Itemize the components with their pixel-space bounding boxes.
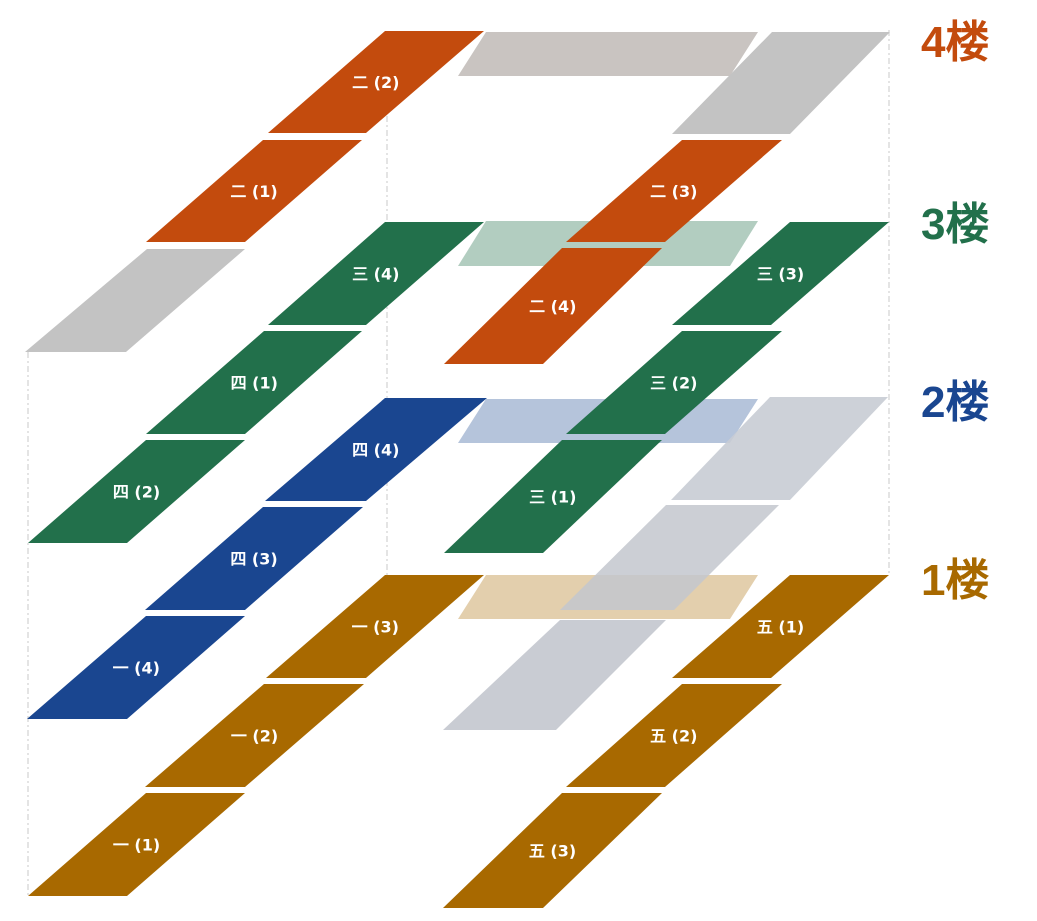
tile-er-4: 二 (4) bbox=[444, 248, 662, 364]
tile-si-4: 四 (4) bbox=[265, 398, 487, 501]
tile-yi-3-shape bbox=[266, 575, 484, 678]
tile-si-1: 四 (1) bbox=[146, 331, 362, 434]
tile-er-2-label: 二 (2) bbox=[352, 73, 399, 92]
tile-yi-1-label: 一 (1) bbox=[113, 836, 160, 855]
slab-floor3-back bbox=[458, 221, 758, 266]
tile-si-4-label: 四 (4) bbox=[352, 441, 399, 460]
tile-san-3-label: 三 (3) bbox=[757, 265, 804, 284]
tile-wu-1-shape bbox=[672, 575, 889, 678]
tile-si-3-label: 四 (3) bbox=[230, 550, 277, 569]
slab-top-back bbox=[458, 32, 758, 76]
tile-er-1-label: 二 (1) bbox=[230, 182, 277, 201]
tile-er-3-label: 二 (3) bbox=[650, 182, 697, 201]
tile-wu-3-shape bbox=[443, 793, 662, 908]
slab-mid-floor2 bbox=[560, 505, 779, 610]
tile-yi-2: 一 (2) bbox=[145, 684, 364, 787]
tile-wu-2: 五 (2) bbox=[566, 684, 782, 787]
floor-label-1: 1楼 bbox=[921, 556, 990, 605]
tile-er-3-shape bbox=[566, 140, 782, 242]
gray-overlays bbox=[443, 397, 888, 730]
tile-yi-1: 一 (1) bbox=[28, 793, 245, 896]
tile-yi-4-shape bbox=[27, 616, 245, 719]
tile-san-1-label: 三 (1) bbox=[529, 488, 576, 507]
tile-si-4-shape bbox=[265, 398, 487, 501]
tile-si-2-shape bbox=[28, 440, 245, 543]
guide-lines bbox=[27, 30, 890, 897]
tile-san-2: 三 (2) bbox=[566, 331, 782, 434]
tile-san-3-shape bbox=[672, 222, 889, 325]
tiles-layer: 二 (2) 二 (1) 二 (3) 二 (4) 三 (4) 三 (3) 四 (1) 三 (2)… bbox=[27, 31, 889, 908]
tile-er-4-label: 二 (4) bbox=[529, 297, 576, 316]
tile-yi-4-label: 一 (4) bbox=[113, 659, 160, 678]
tile-yi-1-shape bbox=[28, 793, 245, 896]
tile-yi-3-label: 一 (3) bbox=[352, 618, 399, 637]
tile-san-2-label: 三 (2) bbox=[650, 374, 697, 393]
tile-san-4-shape bbox=[268, 222, 484, 325]
floor-label-2: 2楼 bbox=[921, 378, 990, 427]
floor-label-3: 3楼 bbox=[921, 200, 990, 249]
gray-slabs bbox=[25, 32, 890, 619]
tile-wu-1: 五 (1) bbox=[672, 575, 889, 678]
tile-wu-2-label: 五 (2) bbox=[650, 727, 697, 746]
tile-san-1: 三 (1) bbox=[444, 440, 662, 553]
tile-wu-3: 五 (3) bbox=[443, 793, 662, 908]
tile-er-1-shape bbox=[146, 140, 362, 242]
tile-si-2-label: 四 (2) bbox=[113, 483, 160, 502]
slab-right-floor2 bbox=[671, 397, 888, 500]
tile-san-4-label: 三 (4) bbox=[352, 265, 399, 284]
tile-san-4: 三 (4) bbox=[268, 222, 484, 325]
tile-san-1-shape bbox=[444, 440, 662, 553]
floor-label-4: 4楼 bbox=[921, 18, 990, 67]
tile-yi-2-label: 一 (2) bbox=[231, 727, 278, 746]
tile-san-2-shape bbox=[566, 331, 782, 434]
tile-wu-2-shape bbox=[566, 684, 782, 787]
tile-si-3-shape bbox=[145, 507, 363, 610]
slab-left-gray bbox=[25, 249, 245, 352]
slab-mid-floor1 bbox=[443, 620, 666, 730]
tile-si-2: 四 (2) bbox=[28, 440, 245, 543]
tile-yi-2-shape bbox=[145, 684, 364, 787]
tile-yi-3: 一 (3) bbox=[266, 575, 484, 678]
tile-wu-3-label: 五 (3) bbox=[529, 842, 576, 861]
tile-er-3: 二 (3) bbox=[566, 140, 782, 242]
tile-si-3: 四 (3) bbox=[145, 507, 363, 610]
tile-si-1-shape bbox=[146, 331, 362, 434]
tile-er-2: 二 (2) bbox=[268, 31, 484, 133]
tile-er-2-shape bbox=[268, 31, 484, 133]
tile-er-4-shape bbox=[444, 248, 662, 364]
tile-yi-4: 一 (4) bbox=[27, 616, 245, 719]
tile-san-3: 三 (3) bbox=[672, 222, 889, 325]
slab-top-right bbox=[672, 32, 890, 134]
tile-wu-1-label: 五 (1) bbox=[757, 618, 804, 637]
tile-er-1: 二 (1) bbox=[146, 140, 362, 242]
tile-si-1-label: 四 (1) bbox=[231, 374, 278, 393]
